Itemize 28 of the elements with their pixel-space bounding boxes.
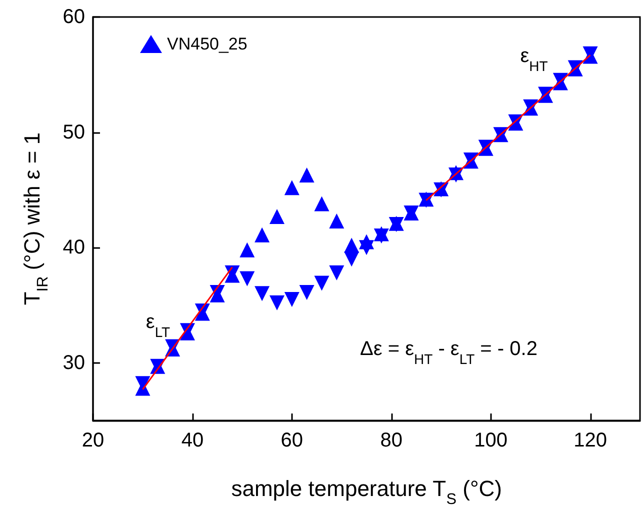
x-tick-label: 80 (380, 430, 402, 452)
legend-label: VN450_25 (167, 34, 248, 54)
x-tick-label: 20 (82, 430, 104, 452)
y-axis-title: TIR (°C) with ε = 1 (20, 132, 52, 306)
point (329, 265, 344, 280)
point (359, 240, 374, 256)
x-tick-label: 120 (574, 430, 607, 452)
point (284, 292, 300, 307)
point (314, 276, 330, 291)
y-tick-label: 50 (62, 121, 85, 144)
x-tick-label: 100 (474, 430, 508, 452)
point (240, 242, 255, 258)
point (254, 286, 270, 302)
y-tick-label: 60 (62, 6, 85, 28)
point (314, 196, 330, 212)
point (269, 208, 284, 224)
y-tick-label: 30 (62, 352, 85, 374)
point (254, 227, 270, 242)
point (240, 271, 255, 286)
x-tick-label: 40 (181, 430, 204, 452)
point (329, 214, 344, 229)
point (284, 180, 300, 196)
point (269, 295, 284, 310)
point (344, 252, 360, 267)
point (299, 285, 314, 300)
point (299, 167, 314, 182)
x-tick-label: 60 (280, 430, 304, 452)
y-tick-label: 40 (62, 236, 85, 259)
